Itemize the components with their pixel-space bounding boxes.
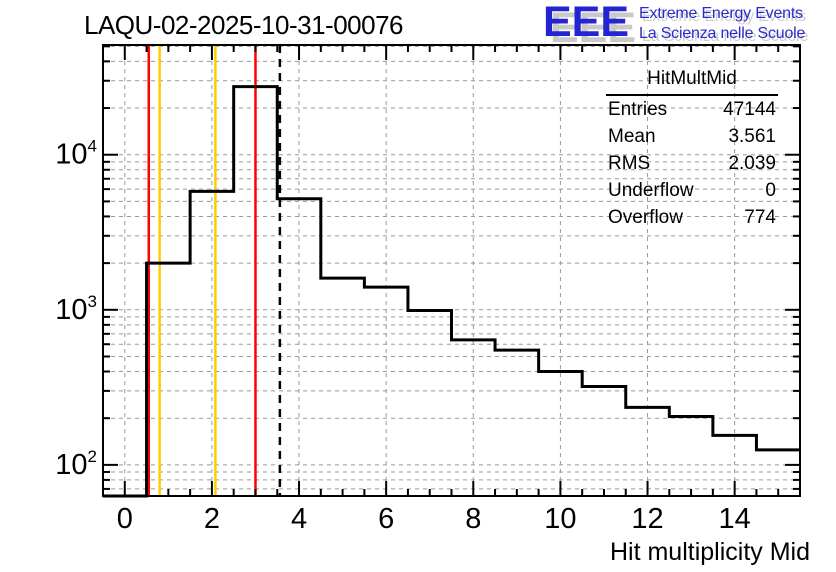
grid-lines: [103, 45, 800, 496]
stats-value: 0: [765, 179, 776, 201]
axis-labels: 0 2 4 6 8 10 12 14 102 103 104 Hit multiplicity Mid: [55, 137, 810, 566]
stats-value: 2.039: [728, 152, 776, 174]
stats-label: RMS: [608, 152, 651, 174]
eee-logo-text: Extreme Energy Events La Scienza nelle S…: [639, 4, 805, 44]
stats-label: Underflow: [608, 179, 694, 201]
eee-logo-acronym: EEE: [543, 0, 630, 46]
stats-row-entries: Entries 47144: [606, 96, 778, 123]
stats-value: 774: [744, 206, 776, 228]
stats-row-underflow: Underflow 0: [606, 177, 778, 204]
stats-value: 3.561: [728, 125, 776, 147]
stats-row-mean: Mean 3.561: [606, 123, 778, 150]
marker-lines: [147, 45, 282, 496]
svg-text:14: 14: [719, 503, 751, 535]
axis-ticks: [102, 45, 801, 496]
stats-row-rms: RMS 2.039: [606, 150, 778, 177]
stats-row-overflow: Overflow 774: [606, 204, 778, 231]
svg-text:103: 103: [55, 292, 97, 326]
histogram-outline: [103, 85, 800, 498]
svg-text:6: 6: [378, 503, 394, 535]
eee-logo-line2: La Scienza nelle Scuole: [639, 25, 806, 42]
svg-text:102: 102: [55, 447, 97, 481]
svg-text:12: 12: [631, 503, 663, 535]
stats-value: 47144: [723, 98, 776, 120]
plot-title: LAQU-02-2025-10-31-00076: [84, 10, 404, 40]
eee-logo-line1: Extreme Energy Events: [639, 5, 803, 22]
eee-logo: EEE Extreme Energy Events La Scienza nel…: [543, 0, 805, 46]
svg-text:4: 4: [291, 503, 307, 535]
stats-label: Entries: [608, 98, 668, 120]
svg-text:2: 2: [204, 503, 220, 535]
stats-label: Mean: [608, 125, 656, 147]
svg-text:10: 10: [544, 503, 576, 535]
stats-box: HitMultMid Entries 47144 Mean 3.561 RMS …: [606, 68, 778, 231]
x-axis-title: Hit multiplicity Mid: [610, 538, 810, 566]
svg-text:8: 8: [465, 503, 481, 535]
stats-title: HitMultMid: [606, 68, 778, 96]
stats-label: Overflow: [608, 206, 683, 228]
svg-text:0: 0: [117, 503, 133, 535]
svg-text:104: 104: [55, 137, 97, 171]
